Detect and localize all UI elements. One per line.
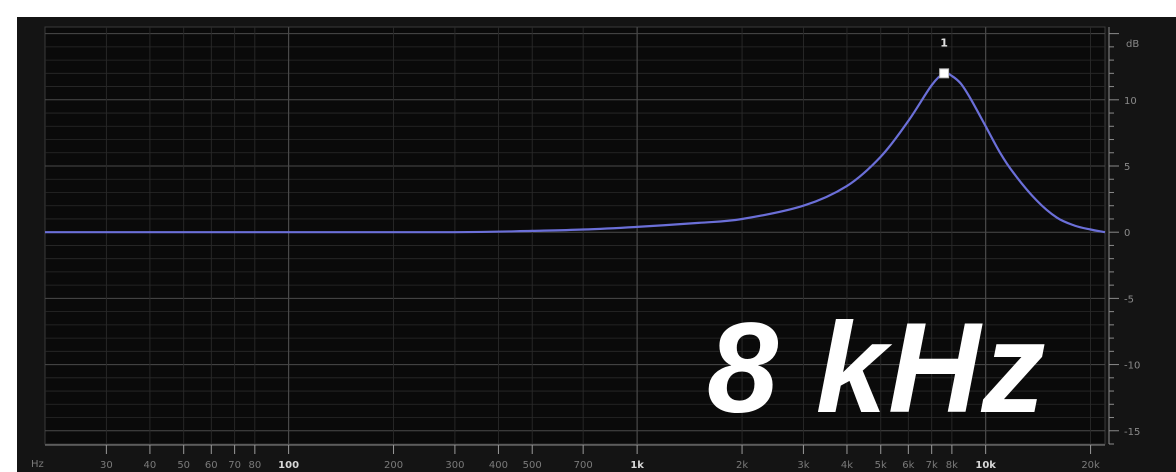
- y-tick-label: -15: [1124, 427, 1140, 438]
- x-tick-label: 3k: [797, 460, 809, 471]
- x-tick-label: 5k: [875, 460, 887, 471]
- eq-graph-panel: Hz 30 40 50 60 70 80 100 200 300 400 500 700 1k 2k 3k 4k…: [17, 17, 1176, 472]
- eq-curve-chart[interactable]: Hz 30 40 50 60 70 80 100 200 300 400 500 700 1k 2k 3k 4k…: [17, 17, 1176, 472]
- y-tick-label: 0: [1124, 228, 1130, 239]
- x-tick-label: 200: [384, 460, 403, 471]
- x-tick-label: 80: [248, 460, 261, 471]
- x-tick-label: 30: [100, 460, 113, 471]
- eq-response-curve: [45, 71, 1106, 234]
- y-tick-label: 10: [1124, 96, 1137, 107]
- frequency-overlay-label: 8 kHz: [707, 297, 1047, 440]
- x-tick-label: 700: [574, 460, 593, 471]
- axes: Hz 30 40 50 60 70 80 100 200 300 400 500 700 1k 2k 3k 4k…: [31, 27, 1140, 471]
- y-axis-unit-label: dB: [1126, 39, 1139, 50]
- x-tick-label: 50: [177, 460, 190, 471]
- series: [45, 71, 1106, 234]
- band-handles[interactable]: 1: [939, 36, 950, 79]
- x-tick-label: 40: [144, 460, 157, 471]
- x-tick-label: 1k: [630, 460, 644, 471]
- x-tick-label: 60: [205, 460, 218, 471]
- x-tick-label: 400: [489, 460, 508, 471]
- x-tick-label: 6k: [902, 460, 914, 471]
- x-tick-label: 4k: [841, 460, 853, 471]
- x-tick-label: 7k: [926, 460, 938, 471]
- band-1-handle[interactable]: [939, 68, 950, 79]
- grid: [45, 27, 1105, 445]
- x-tick-label: 8k: [946, 460, 958, 471]
- y-tick-label: -10: [1124, 361, 1140, 372]
- x-tick-label: 20k: [1081, 460, 1100, 471]
- x-tick-label: 300: [445, 460, 464, 471]
- x-tick-label: 10k: [975, 460, 996, 471]
- x-tick-label: 2k: [736, 460, 748, 471]
- x-tick-label: 100: [278, 460, 299, 471]
- y-tick-label: -5: [1124, 294, 1134, 305]
- y-tick-label: 5: [1124, 162, 1130, 173]
- x-axis-unit-label: Hz: [31, 459, 44, 470]
- band-1-label: 1: [940, 36, 948, 49]
- plot-area[interactable]: [44, 26, 1106, 445]
- x-tick-label: 500: [523, 460, 542, 471]
- x-tick-label: 70: [228, 460, 241, 471]
